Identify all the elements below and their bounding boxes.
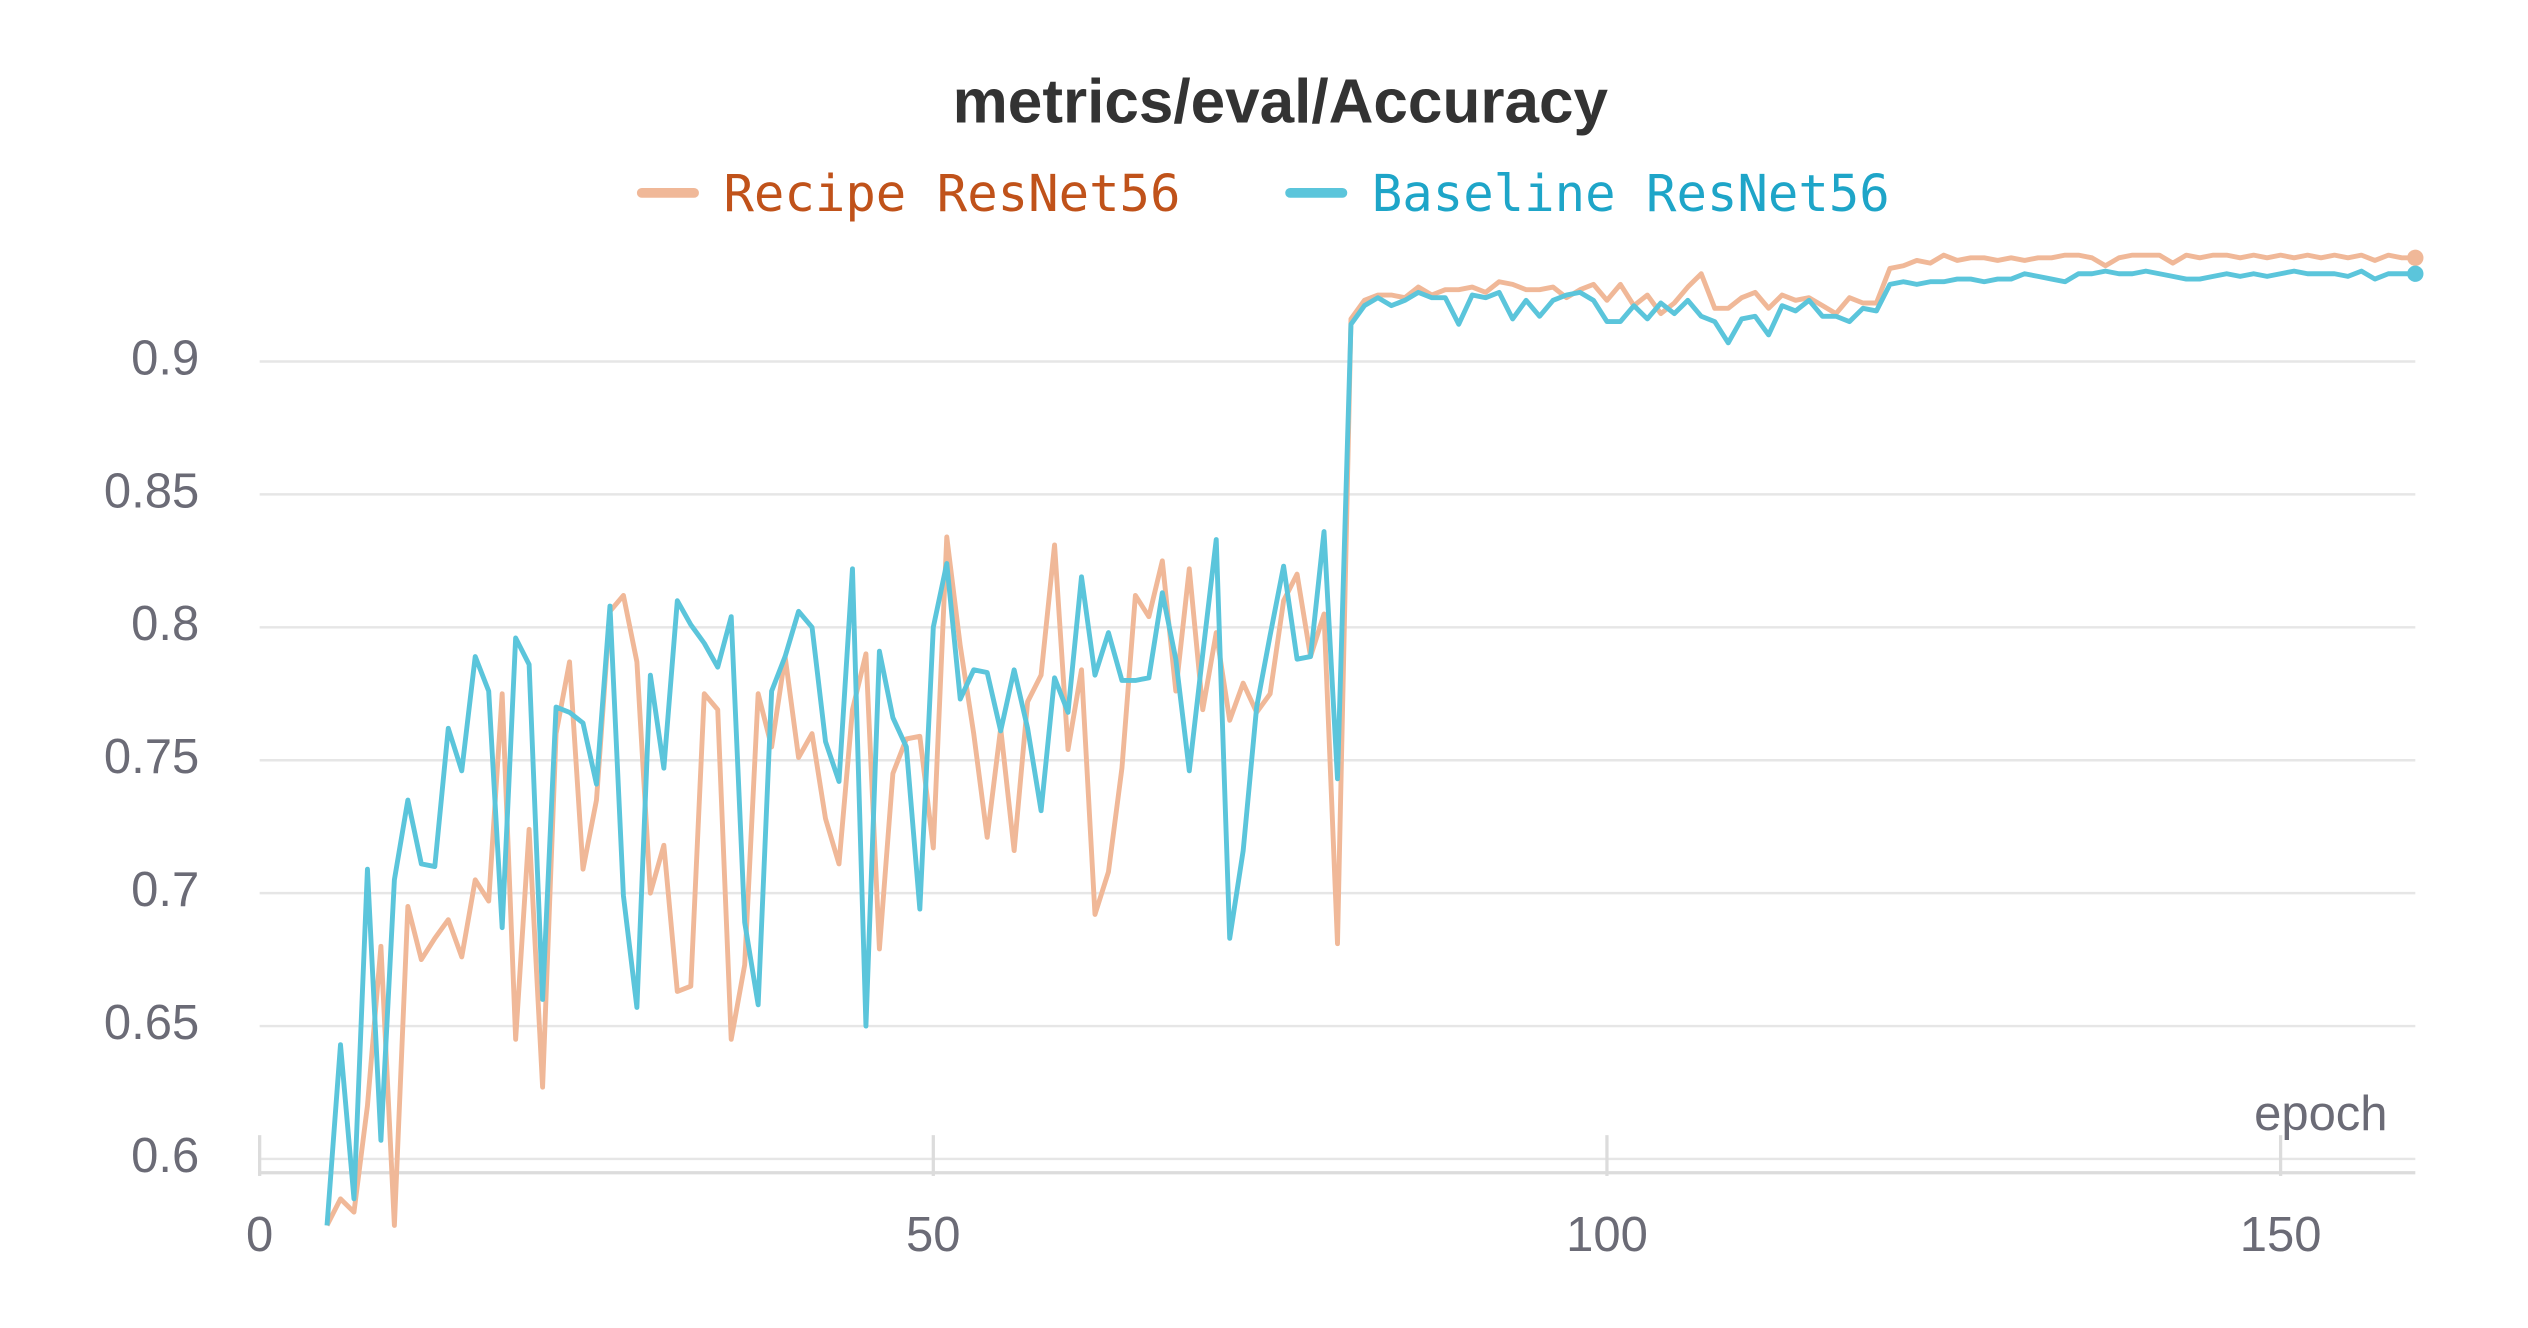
legend-label: Baseline ResNet56 xyxy=(1372,164,1890,223)
y-tick-label: 0.85 xyxy=(104,464,199,518)
x-tick-label: 50 xyxy=(906,1208,961,1262)
y-tick-label: 0.6 xyxy=(131,1129,199,1183)
x-axis-label: epoch xyxy=(2254,1087,2387,1141)
y-tick-label: 0.75 xyxy=(104,730,199,784)
y-tick-label: 0.65 xyxy=(104,996,199,1050)
chart-title: metrics/eval/Accuracy xyxy=(953,68,1609,137)
series-line xyxy=(324,252,2416,1228)
x-tick-label: 0 xyxy=(246,1208,273,1262)
end-point xyxy=(2407,265,2424,282)
x-tick-label: 150 xyxy=(2240,1208,2322,1262)
legend-label: Recipe ResNet56 xyxy=(723,164,1180,223)
end-point xyxy=(2407,249,2424,266)
y-tick-label: 0.9 xyxy=(131,331,199,385)
y-tick-label: 0.8 xyxy=(131,597,199,651)
x-tick-label: 100 xyxy=(1566,1208,1648,1262)
plot-area xyxy=(324,252,2416,1228)
series-line xyxy=(324,268,2416,1226)
y-tick-label: 0.7 xyxy=(131,863,199,917)
